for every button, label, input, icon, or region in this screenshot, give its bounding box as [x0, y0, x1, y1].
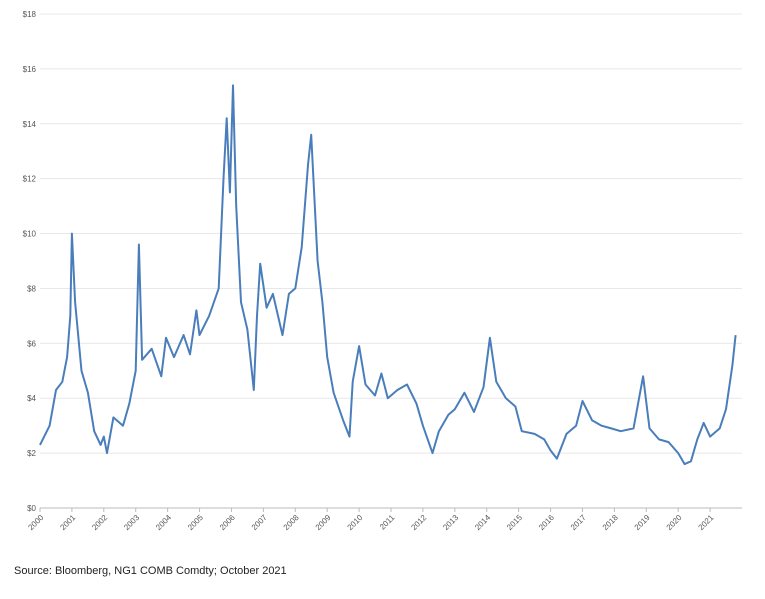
x-tick-label: 2018: [601, 513, 620, 532]
x-tick-label: 2015: [505, 513, 524, 532]
y-tick-label: $8: [27, 284, 36, 293]
x-tick-label: 2008: [282, 513, 301, 532]
y-tick-label: $0: [27, 504, 36, 513]
x-tick-label: 2019: [633, 513, 652, 532]
x-tick-label: 2013: [441, 513, 460, 532]
x-tick-label: 2011: [378, 513, 397, 532]
x-tick-label: 2000: [26, 513, 45, 532]
x-tick-label: 2016: [537, 513, 556, 532]
x-tick-label: 2012: [409, 513, 428, 532]
x-tick-label: 2004: [154, 513, 173, 532]
source-note: Source: Bloomberg, NG1 COMB Comdty; Octo…: [14, 565, 287, 577]
y-tick-label: $14: [23, 120, 37, 129]
y-tick-label: $6: [27, 339, 36, 348]
y-tick-label: $18: [23, 10, 37, 19]
y-tick-label: $2: [27, 449, 36, 458]
x-tick-label: 2010: [346, 513, 365, 532]
x-tick-label: 2021: [697, 513, 716, 532]
x-tick-label: 2007: [250, 513, 269, 532]
x-tick-label: 2020: [665, 513, 684, 532]
x-tick-label: 2001: [58, 513, 77, 532]
y-tick-label: $12: [23, 175, 37, 184]
x-tick-label: 2002: [90, 513, 109, 532]
x-tick-label: 2003: [122, 513, 141, 532]
x-tick-label: 2014: [473, 513, 492, 532]
x-tick-label: 2017: [569, 513, 588, 532]
price-line: [39, 84, 737, 466]
y-tick-label: $16: [23, 65, 37, 74]
y-tick-label: $10: [23, 230, 37, 239]
y-tick-label: $4: [27, 394, 36, 403]
x-tick-label: 2005: [186, 513, 205, 532]
x-tick-label: 2006: [218, 513, 237, 532]
x-tick-label: 2009: [314, 513, 333, 532]
